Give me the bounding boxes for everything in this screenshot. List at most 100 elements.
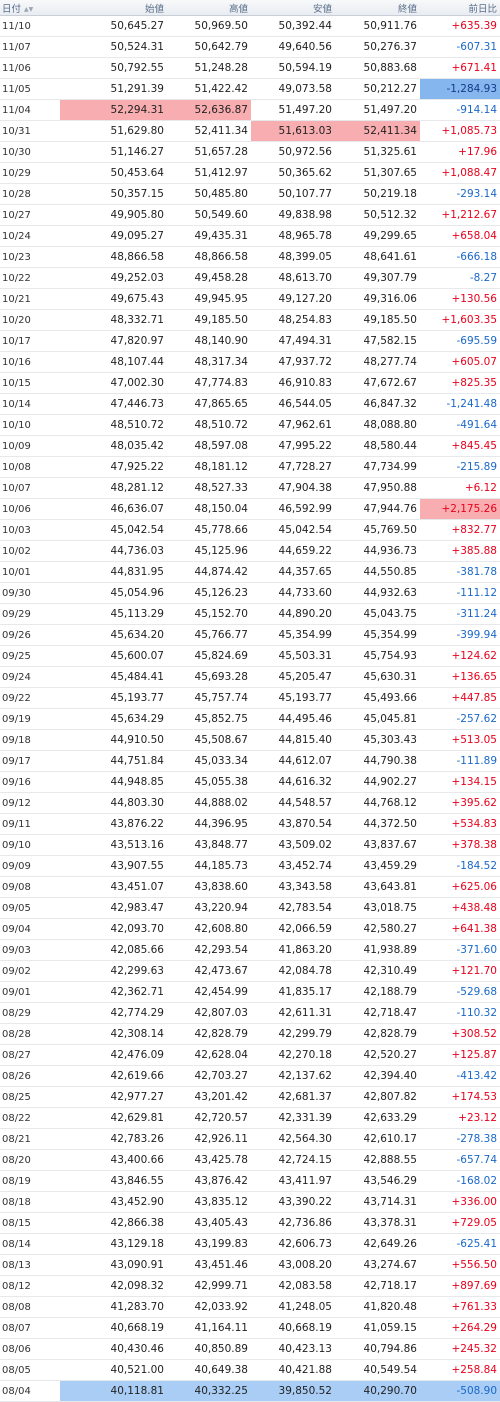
cell-change: +124.62	[420, 645, 500, 667]
cell-open: 40,430.46	[60, 1338, 167, 1360]
cell-high: 42,720.57	[167, 1107, 251, 1129]
cell-close: 47,950.88	[335, 477, 420, 499]
cell-change: +832.77	[420, 519, 500, 541]
table-header-row: 日付 ▲▼ 始値 高値 安値 終値 前日比	[0, 0, 500, 16]
cell-low: 42,564.30	[251, 1128, 335, 1150]
cell-date: 09/05	[0, 897, 60, 919]
table-row: 08/26 42,619.66 42,703.27 42,137.62 42,394.4…	[0, 1065, 500, 1087]
cell-close: 42,633.29	[335, 1107, 420, 1129]
cell-open: 42,093.70	[60, 918, 167, 940]
column-header-open[interactable]: 始値	[60, 0, 167, 16]
table-row: 08/19 43,846.55 43,876.42 43,411.97 43,546.2…	[0, 1170, 500, 1192]
cell-high: 42,033.92	[167, 1296, 251, 1318]
cell-change: +1,212.67	[420, 204, 500, 226]
cell-open: 49,252.03	[60, 267, 167, 289]
table-row: 10/27 49,905.80 50,549.60 49,838.98 50,512.3…	[0, 204, 500, 226]
cell-change: -381.78	[420, 561, 500, 583]
cell-change: +1,085.73	[420, 120, 500, 142]
table-row: 10/28 50,357.15 50,485.80 50,107.77 50,219.1…	[0, 183, 500, 205]
cell-date: 10/28	[0, 183, 60, 205]
column-header-change[interactable]: 前日比	[420, 0, 500, 16]
cell-change: -257.62	[420, 708, 500, 730]
cell-open: 44,948.85	[60, 771, 167, 793]
cell-change: -168.02	[420, 1170, 500, 1192]
cell-close: 50,911.76	[335, 15, 420, 37]
cell-low: 44,659.22	[251, 540, 335, 562]
cell-high: 43,405.43	[167, 1212, 251, 1234]
cell-date: 09/25	[0, 645, 60, 667]
cell-open: 43,129.18	[60, 1233, 167, 1255]
cell-low: 44,548.57	[251, 792, 335, 814]
cell-change: -413.42	[420, 1065, 500, 1087]
table-row: 09/19 45,634.29 45,852.75 44,495.46 45,045.8…	[0, 708, 500, 730]
table-row: 10/15 47,002.30 47,774.83 46,910.83 47,672.6…	[0, 372, 500, 394]
table-row: 10/09 48,035.42 48,597.08 47,995.22 48,580.4…	[0, 435, 500, 457]
cell-high: 49,458.28	[167, 267, 251, 289]
cell-date: 10/16	[0, 351, 60, 373]
cell-date: 10/08	[0, 456, 60, 478]
cell-low: 39,850.52	[251, 1380, 335, 1402]
cell-change: +641.38	[420, 918, 500, 940]
cell-high: 49,945.95	[167, 288, 251, 310]
cell-close: 44,936.73	[335, 540, 420, 562]
table-row: 08/13 43,090.91 43,451.46 43,008.20 43,274.6…	[0, 1254, 500, 1276]
cell-close: 44,372.50	[335, 813, 420, 835]
column-header-low[interactable]: 安値	[251, 0, 335, 16]
cell-change: -607.31	[420, 36, 500, 58]
cell-change: -293.14	[420, 183, 500, 205]
cell-date: 09/02	[0, 960, 60, 982]
table-row: 10/23 48,866.58 48,866.58 48,399.05 48,641.6…	[0, 246, 500, 268]
cell-date: 10/24	[0, 225, 60, 247]
cell-change: +897.69	[420, 1275, 500, 1297]
cell-open: 48,510.72	[60, 414, 167, 436]
cell-change: +556.50	[420, 1254, 500, 1276]
cell-change: +671.41	[420, 57, 500, 79]
cell-low: 42,066.59	[251, 918, 335, 940]
cell-date: 10/30	[0, 141, 60, 163]
table-row: 08/07 40,668.19 41,164.11 40,668.19 41,059.1…	[0, 1317, 500, 1339]
cell-close: 43,018.75	[335, 897, 420, 919]
table-row: 11/07 50,524.31 50,642.79 49,640.56 50,276.3…	[0, 36, 500, 58]
cell-high: 48,510.72	[167, 414, 251, 436]
cell-high: 44,874.42	[167, 561, 251, 583]
cell-change: -311.24	[420, 603, 500, 625]
table-row: 09/03 42,085.66 42,293.54 41,863.20 41,938.8…	[0, 939, 500, 961]
table-row: 10/16 48,107.44 48,317.34 47,937.72 48,277.7…	[0, 351, 500, 373]
cell-open: 52,294.31	[60, 99, 167, 121]
cell-low: 43,509.02	[251, 834, 335, 856]
cell-change: +605.07	[420, 351, 500, 373]
column-header-date[interactable]: 日付 ▲▼	[0, 0, 60, 16]
table-row: 11/06 50,792.55 51,248.28 50,594.19 50,883.6…	[0, 57, 500, 79]
sort-ascending-icon[interactable]: ▲▼	[24, 5, 34, 13]
table-row: 08/27 42,476.09 42,628.04 42,270.18 42,520.2…	[0, 1044, 500, 1066]
cell-open: 48,281.12	[60, 477, 167, 499]
cell-close: 52,411.34	[335, 120, 420, 142]
cell-low: 48,399.05	[251, 246, 335, 268]
cell-change: +625.06	[420, 876, 500, 898]
cell-open: 47,820.97	[60, 330, 167, 352]
cell-change: +23.12	[420, 1107, 500, 1129]
cell-close: 43,643.81	[335, 876, 420, 898]
cell-open: 44,803.30	[60, 792, 167, 814]
cell-date: 10/17	[0, 330, 60, 352]
cell-close: 45,769.50	[335, 519, 420, 541]
column-header-close[interactable]: 終値	[335, 0, 420, 16]
cell-date: 08/12	[0, 1275, 60, 1297]
cell-close: 45,493.66	[335, 687, 420, 709]
column-header-high[interactable]: 高値	[167, 0, 251, 16]
cell-date: 11/05	[0, 78, 60, 100]
cell-low: 50,107.77	[251, 183, 335, 205]
cell-high: 48,527.33	[167, 477, 251, 499]
cell-high: 48,597.08	[167, 435, 251, 457]
cell-close: 40,549.54	[335, 1359, 420, 1381]
table-row: 09/01 42,362.71 42,454.99 41,835.17 42,188.7…	[0, 981, 500, 1003]
cell-date: 08/21	[0, 1128, 60, 1150]
cell-date: 08/06	[0, 1338, 60, 1360]
cell-close: 43,274.67	[335, 1254, 420, 1276]
cell-open: 42,476.09	[60, 1044, 167, 1066]
table-row: 10/29 50,453.64 51,412.97 50,365.62 51,307.6…	[0, 162, 500, 184]
table-row: 09/10 43,513.16 43,848.77 43,509.02 43,837.6…	[0, 834, 500, 856]
cell-close: 43,378.31	[335, 1212, 420, 1234]
cell-change: -657.74	[420, 1149, 500, 1171]
